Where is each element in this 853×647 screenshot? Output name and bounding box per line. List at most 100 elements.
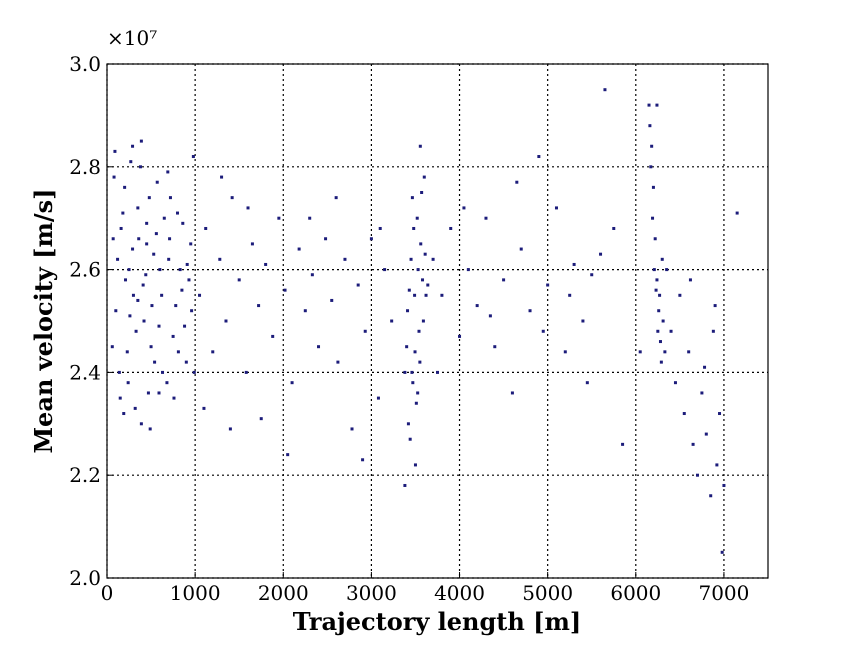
point (139, 139, 143, 143)
point (695, 473, 699, 477)
point (378, 226, 382, 230)
point (176, 211, 180, 215)
point (286, 453, 290, 457)
point (665, 268, 669, 272)
point (409, 257, 413, 261)
point (141, 283, 145, 287)
point (410, 370, 414, 374)
point (678, 293, 682, 297)
point (131, 293, 135, 297)
point (519, 247, 523, 251)
y-tick-label: 2.8 (69, 155, 101, 179)
point (541, 329, 545, 333)
point (246, 206, 250, 210)
point (202, 406, 206, 410)
point (403, 370, 407, 374)
point (174, 304, 178, 308)
point (350, 427, 354, 431)
point (165, 381, 169, 385)
point (155, 180, 159, 184)
point (317, 345, 321, 349)
point (423, 252, 427, 256)
point (324, 237, 328, 241)
point (161, 370, 165, 374)
point (290, 381, 294, 385)
point (484, 216, 488, 220)
point (376, 396, 380, 400)
point (408, 437, 412, 441)
point (722, 483, 726, 487)
x-tick-label: 5000 (522, 581, 573, 605)
point (546, 283, 550, 287)
point (218, 257, 222, 261)
point (599, 252, 603, 256)
point (418, 144, 422, 148)
point (663, 350, 667, 354)
point (656, 329, 660, 333)
point (111, 237, 115, 241)
point (144, 273, 148, 277)
point (166, 170, 170, 174)
point (181, 221, 185, 225)
point (418, 360, 422, 364)
point (139, 422, 143, 426)
point (129, 160, 133, 164)
y-tick-label: 2.6 (69, 258, 101, 282)
point (711, 329, 715, 333)
point (142, 319, 146, 323)
point (416, 391, 420, 395)
point (154, 232, 158, 236)
point (436, 370, 439, 374)
point (116, 257, 120, 261)
point (709, 494, 713, 498)
point (198, 293, 202, 297)
point (412, 226, 416, 230)
point (621, 442, 625, 446)
point (257, 304, 261, 308)
point (406, 422, 410, 426)
x-tick-label: 3000 (346, 581, 397, 605)
y-tick-label: 3.0 (69, 52, 101, 76)
point (651, 216, 655, 220)
point (421, 278, 425, 282)
point (189, 242, 193, 246)
point (157, 324, 161, 328)
point (603, 88, 607, 92)
x-tick-label: 4000 (434, 581, 485, 605)
point (152, 252, 156, 256)
point (137, 237, 141, 241)
point (271, 334, 275, 338)
x-tick-label: 0 (101, 581, 114, 605)
x-tick-label: 2000 (258, 581, 309, 605)
x-axis-label: Trajectory length [m] (293, 607, 582, 636)
point (157, 391, 161, 395)
point (145, 221, 149, 225)
point (192, 370, 196, 374)
point (661, 319, 665, 323)
point (568, 293, 572, 297)
point (703, 365, 707, 369)
point (176, 350, 180, 354)
point (150, 304, 154, 308)
point (419, 242, 423, 246)
point (653, 237, 657, 241)
point (422, 175, 426, 179)
point (230, 196, 234, 200)
point (224, 319, 228, 323)
point (735, 211, 739, 215)
point (136, 298, 140, 302)
point (720, 550, 724, 554)
point (713, 304, 717, 308)
point (502, 278, 506, 282)
x-tick-label: 7000 (698, 581, 749, 605)
point (356, 283, 360, 287)
point (172, 396, 176, 400)
point (651, 185, 655, 189)
y-tick-label: 2.2 (69, 463, 101, 487)
point (658, 340, 662, 344)
point (127, 268, 131, 272)
point (178, 268, 182, 272)
point (704, 432, 708, 436)
point (128, 314, 132, 318)
point (369, 237, 373, 241)
